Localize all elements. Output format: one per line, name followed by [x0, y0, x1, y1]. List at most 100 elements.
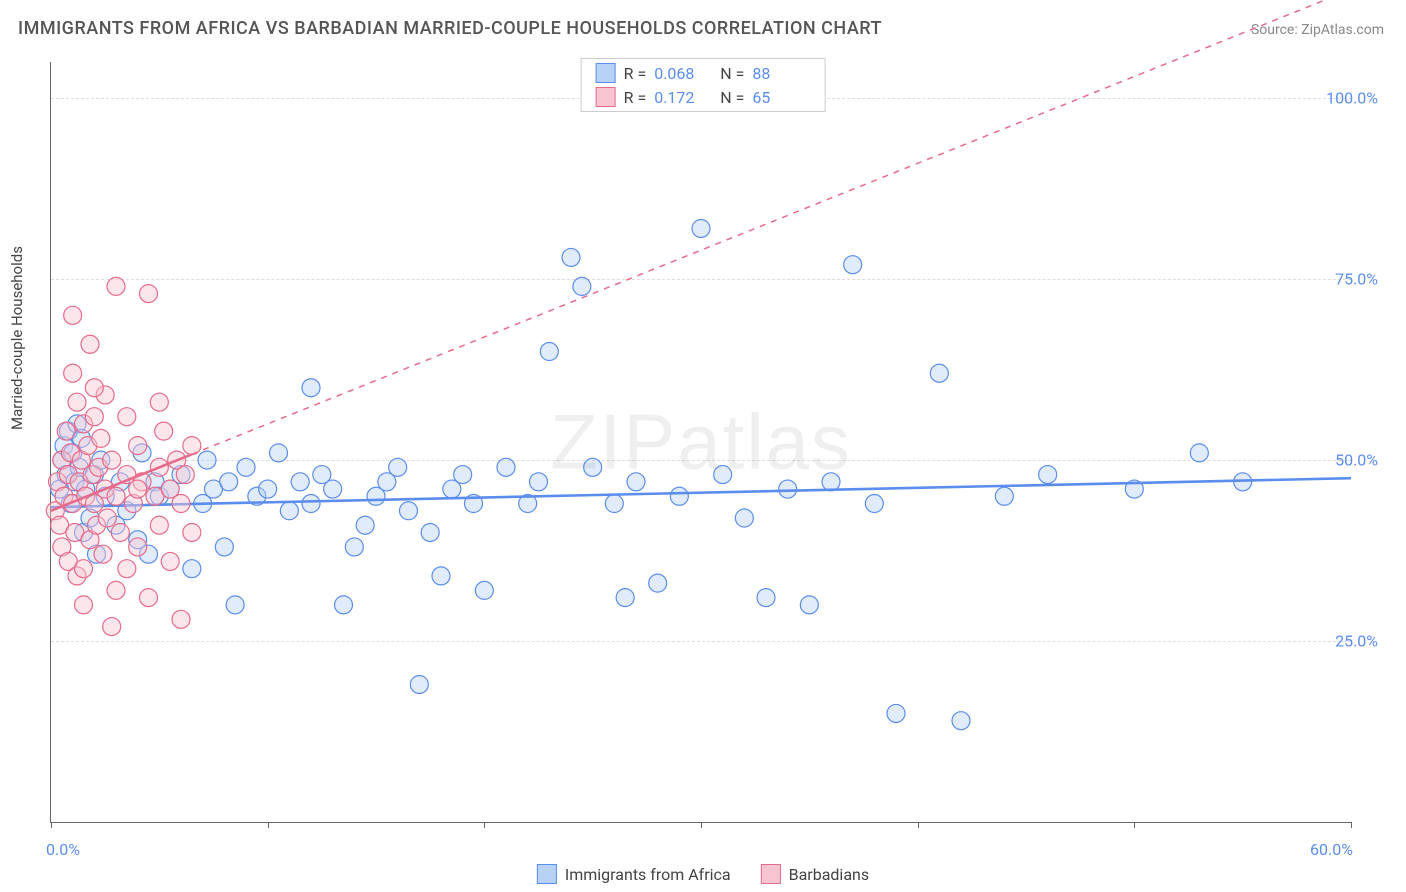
- source-name: ZipAtlas.com: [1301, 22, 1384, 38]
- scatter-point-africa: [779, 480, 797, 498]
- scatter-point-barbadians: [57, 422, 75, 440]
- scatter-point-africa: [757, 589, 775, 607]
- scatter-point-africa: [410, 675, 428, 693]
- scatter-point-barbadians: [129, 538, 147, 556]
- scatter-point-africa: [627, 473, 645, 491]
- scatter-point-africa: [302, 495, 320, 513]
- scatter-point-barbadians: [129, 480, 147, 498]
- chart-svg: [51, 62, 1351, 822]
- chart-title: IMMIGRANTS FROM AFRICA VS BARBADIAN MARR…: [18, 18, 882, 39]
- scatter-point-africa: [497, 458, 515, 476]
- scatter-point-africa: [649, 574, 667, 592]
- legend-swatch-barbadians: [596, 87, 616, 107]
- legend-R-label: R =: [624, 88, 647, 107]
- scatter-point-barbadians: [103, 618, 121, 636]
- scatter-point-africa: [302, 379, 320, 397]
- scatter-point-barbadians: [103, 451, 121, 469]
- x-tick: [918, 822, 919, 828]
- x-tick: [1134, 822, 1135, 828]
- y-axis-label: Married-couple Households: [8, 246, 26, 430]
- scatter-point-africa: [540, 343, 558, 361]
- scatter-point-africa: [616, 589, 634, 607]
- source-prefix: Source:: [1251, 22, 1298, 38]
- scatter-point-africa: [389, 458, 407, 476]
- plot-area: ZIPatlas: [50, 62, 1351, 823]
- scatter-point-barbadians: [68, 393, 86, 411]
- scatter-point-africa: [280, 502, 298, 520]
- scatter-point-barbadians: [183, 437, 201, 455]
- legend-swatch-africa: [537, 864, 557, 884]
- scatter-point-africa: [335, 596, 353, 614]
- scatter-point-africa: [573, 277, 591, 295]
- scatter-point-africa: [356, 516, 374, 534]
- scatter-point-africa: [237, 458, 255, 476]
- scatter-point-barbadians: [107, 487, 125, 505]
- scatter-point-africa: [887, 704, 905, 722]
- scatter-point-barbadians: [92, 429, 110, 447]
- scatter-point-africa: [198, 451, 216, 469]
- legend-N-label: N =: [720, 88, 744, 107]
- legend-correlation-row-barbadians: R =0.172N =65: [582, 85, 825, 109]
- legend-N-label: N =: [720, 64, 744, 83]
- source-attribution: Source: ZipAtlas.com: [1251, 22, 1384, 38]
- scatter-point-barbadians: [64, 364, 82, 382]
- scatter-point-africa: [822, 473, 840, 491]
- scatter-point-barbadians: [94, 545, 112, 563]
- legend-correlation-row-africa: R = 0.068 N = 88: [582, 61, 825, 85]
- scatter-point-africa: [345, 538, 363, 556]
- legend-series: Immigrants from AfricaBarbadians: [537, 864, 869, 884]
- scatter-point-barbadians: [81, 335, 99, 353]
- scatter-point-barbadians: [85, 408, 103, 426]
- x-tick: [268, 822, 269, 828]
- scatter-point-africa: [1039, 466, 1057, 484]
- legend-correlation-box: R =0.068N =88R =0.172N =65: [581, 58, 826, 112]
- scatter-point-barbadians: [118, 560, 136, 578]
- scatter-point-africa: [270, 444, 288, 462]
- x-tick: [51, 822, 52, 828]
- scatter-point-africa: [220, 473, 238, 491]
- scatter-point-barbadians: [107, 581, 125, 599]
- scatter-point-barbadians: [155, 422, 173, 440]
- x-tick-label: 60.0%: [1310, 840, 1353, 859]
- legend-R-value-barbadians: 0.172: [654, 88, 712, 107]
- scatter-point-barbadians: [75, 596, 93, 614]
- scatter-point-barbadians: [129, 437, 147, 455]
- scatter-point-africa: [692, 219, 710, 237]
- legend-R-label: R =: [624, 64, 647, 83]
- scatter-point-africa: [735, 509, 753, 527]
- scatter-point-africa: [995, 487, 1013, 505]
- scatter-point-africa: [183, 560, 201, 578]
- scatter-point-barbadians: [98, 509, 116, 527]
- scatter-point-africa: [324, 480, 342, 498]
- scatter-point-barbadians: [183, 523, 201, 541]
- legend-N-value-africa: 88: [752, 64, 810, 83]
- scatter-point-africa: [865, 495, 883, 513]
- scatter-point-barbadians: [75, 560, 93, 578]
- legend-R-value-africa: 0.068: [654, 64, 712, 83]
- scatter-point-barbadians: [85, 379, 103, 397]
- scatter-point-africa: [400, 502, 418, 520]
- x-tick-label: 0.0%: [46, 840, 80, 859]
- scatter-point-barbadians: [140, 285, 158, 303]
- scatter-point-africa: [800, 596, 818, 614]
- legend-series-label-africa: Immigrants from Africa: [565, 865, 731, 884]
- scatter-point-africa: [714, 466, 732, 484]
- scatter-point-barbadians: [140, 589, 158, 607]
- legend-series-item-africa: Immigrants from Africa: [537, 864, 731, 884]
- scatter-point-africa: [215, 538, 233, 556]
- scatter-point-barbadians: [118, 408, 136, 426]
- legend-swatch-africa: [596, 63, 616, 83]
- scatter-point-africa: [1190, 444, 1208, 462]
- scatter-point-barbadians: [176, 466, 194, 484]
- legend-swatch-barbadians: [761, 864, 781, 884]
- scatter-point-barbadians: [107, 277, 125, 295]
- scatter-point-barbadians: [111, 523, 129, 541]
- scatter-point-africa: [226, 596, 244, 614]
- scatter-point-africa: [530, 473, 548, 491]
- scatter-point-africa: [952, 712, 970, 730]
- scatter-point-barbadians: [150, 393, 168, 411]
- scatter-point-africa: [584, 458, 602, 476]
- x-tick: [701, 822, 702, 828]
- scatter-point-africa: [475, 581, 493, 599]
- scatter-point-africa: [562, 248, 580, 266]
